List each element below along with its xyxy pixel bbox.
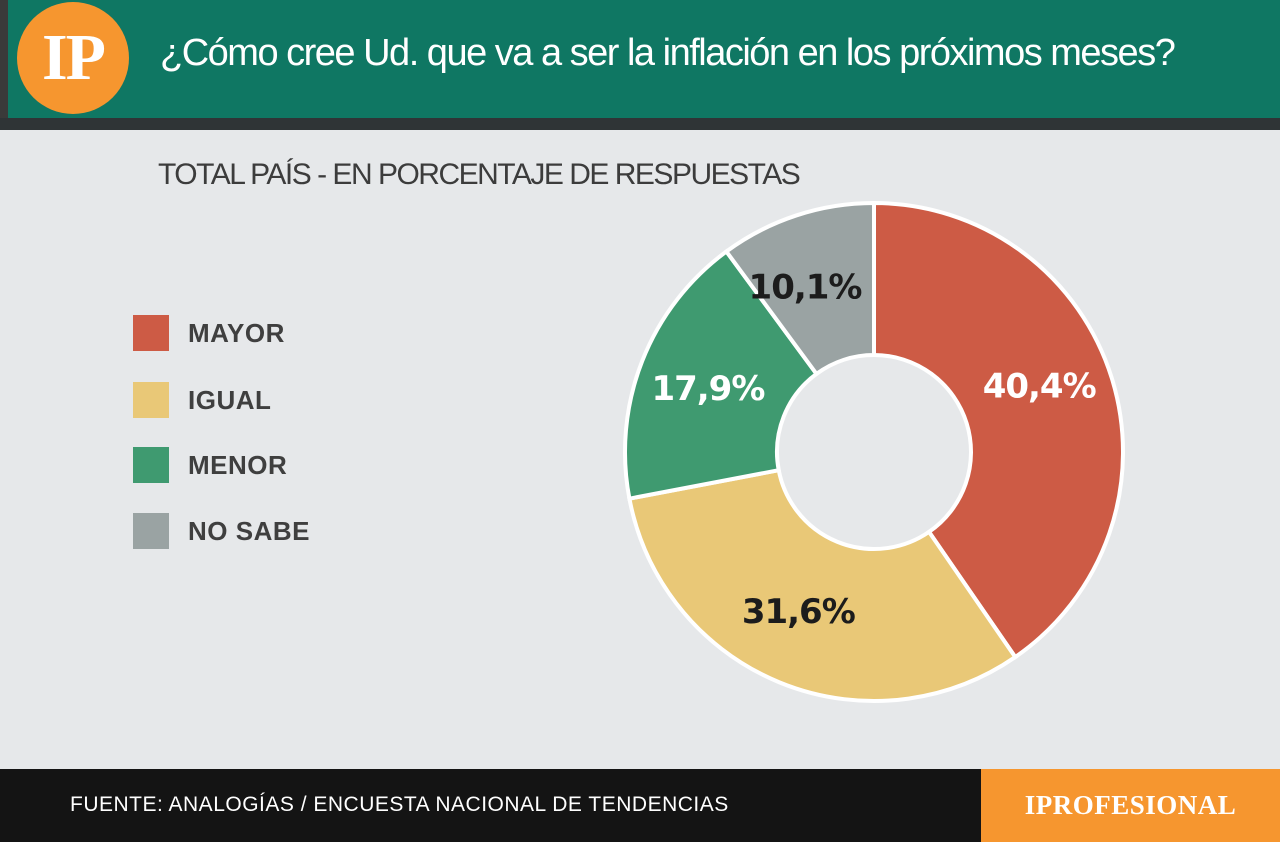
slice-no-sabe [723,200,876,377]
donut-chart: 40,4% 31,6% 17,9% 10,1% [623,200,1125,703]
source-note: FUENTE: ANALOGÍAS / ENCUESTA NACIONAL DE… [70,793,729,816]
legend-swatch-igual [133,382,169,418]
legend-item-no-sabe: NO SABE [133,513,433,549]
ip-logo: IP [17,2,129,114]
data-label-igual: 31,6% [742,592,855,632]
legend-label-mayor: MAYOR [188,317,285,348]
footer-bar: FUENTE: ANALOGÍAS / ENCUESTA NACIONAL DE… [0,769,1280,842]
chart-title: ¿Cómo cree Ud. que va a ser la inflación… [160,32,1176,74]
slice-igual [627,467,1019,703]
chart-subtitle: TOTAL PAÍS - EN PORCENTAJE DE RESPUESTAS [158,158,801,191]
legend-swatch-menor [133,447,169,483]
slice-menor [623,248,820,501]
legend-item-menor: MENOR [133,447,433,483]
header-divider [0,118,1280,130]
legend-item-igual: IGUAL [133,382,433,418]
header-bar [0,0,1280,118]
legend-label-menor: MENOR [188,449,288,480]
brand-logo: IPROFESIONAL [981,769,1280,842]
data-label-no-sabe: 10,1% [749,268,862,308]
data-label-menor: 17,9% [651,369,764,409]
data-label-mayor: 40,4% [983,367,1096,407]
legend-label-no-sabe: NO SABE [188,515,310,546]
legend-item-mayor: MAYOR [133,315,433,351]
slice-mayor [872,200,1125,660]
legend-swatch-no-sabe [133,513,169,549]
legend-label-igual: IGUAL [188,384,272,415]
legend-swatch-mayor [133,315,169,351]
